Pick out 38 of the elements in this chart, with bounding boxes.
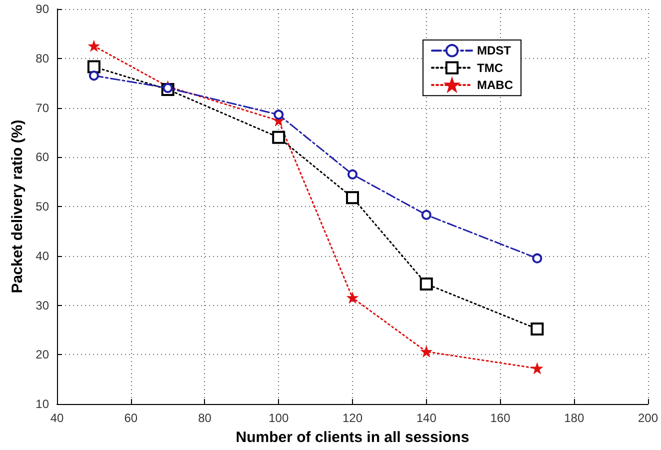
point (274, 110, 284, 120)
y-tick-label: 80 (36, 51, 50, 66)
y-axis-title: Packet delivery ratio (%) (8, 120, 26, 294)
x-tick-label: 180 (564, 411, 584, 425)
y-tick-label: 10 (36, 397, 50, 411)
point (422, 346, 432, 356)
point (348, 293, 358, 303)
y-tick-label: 90 (36, 2, 50, 16)
x-tick-label: 60 (124, 411, 138, 425)
legend-label: TMC (477, 60, 504, 75)
point (532, 364, 542, 374)
point (530, 322, 544, 336)
x-tick-label: 120 (342, 411, 363, 425)
point (348, 169, 358, 180)
y-tick-label: 40 (36, 248, 50, 263)
x-tick-label: 200 (638, 411, 658, 425)
legend-label: MDST (477, 44, 512, 58)
point (162, 83, 173, 93)
y-tick-label: 50 (36, 200, 50, 214)
y-tick-label: 20 (36, 348, 50, 362)
legend-label: MABC (477, 78, 514, 92)
point (421, 210, 432, 220)
x-tick-label: 160 (490, 411, 511, 425)
x-tick-label: 40 (50, 411, 64, 425)
point (272, 130, 286, 144)
point (89, 41, 99, 51)
point (532, 253, 542, 264)
x-tick-label: 80 (198, 411, 212, 425)
point (420, 278, 433, 291)
x-axis-title: Number of clients in all sessions (236, 429, 470, 446)
point (88, 70, 99, 81)
x-tick-label: 100 (268, 411, 289, 425)
point (87, 60, 100, 74)
y-tick-label: 70 (36, 100, 50, 115)
y-tick-label: 30 (36, 298, 50, 312)
x-tick-label: 140 (416, 411, 437, 425)
point (346, 191, 359, 204)
y-tick-label: 60 (36, 150, 50, 164)
